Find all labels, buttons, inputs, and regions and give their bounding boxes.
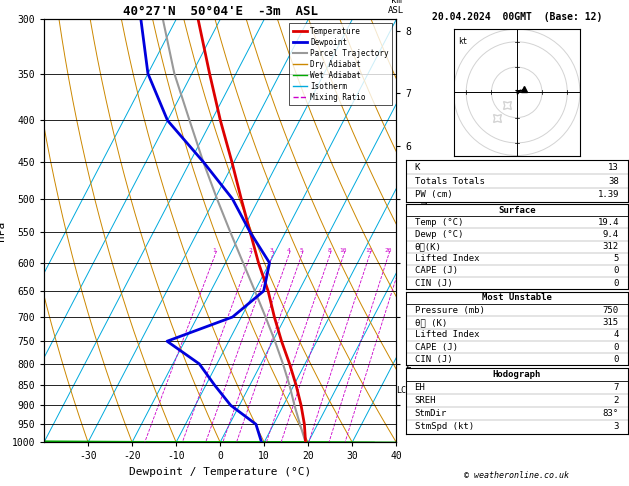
Text: StmSpd (kt): StmSpd (kt) bbox=[415, 422, 474, 432]
Text: Pressure (mb): Pressure (mb) bbox=[415, 306, 484, 314]
Text: 750: 750 bbox=[603, 306, 619, 314]
Text: km
ASL: km ASL bbox=[388, 0, 404, 15]
Text: 13: 13 bbox=[608, 163, 619, 172]
X-axis label: Dewpoint / Temperature (°C): Dewpoint / Temperature (°C) bbox=[129, 467, 311, 477]
Text: 0: 0 bbox=[613, 355, 619, 364]
Text: 1: 1 bbox=[213, 248, 216, 253]
Text: 15: 15 bbox=[365, 248, 372, 253]
Text: Dewp (°C): Dewp (°C) bbox=[415, 230, 463, 239]
Text: Most Unstable: Most Unstable bbox=[482, 293, 552, 302]
Text: 3: 3 bbox=[613, 422, 619, 432]
Text: 83°: 83° bbox=[603, 409, 619, 418]
Text: 25: 25 bbox=[399, 248, 407, 253]
Text: 312: 312 bbox=[603, 242, 619, 251]
Text: Lifted Index: Lifted Index bbox=[415, 330, 479, 339]
Y-axis label: hPa: hPa bbox=[0, 221, 6, 241]
Text: 3: 3 bbox=[270, 248, 274, 253]
Text: θᴄ (K): θᴄ (K) bbox=[415, 318, 447, 327]
Text: 5: 5 bbox=[613, 254, 619, 263]
Text: CIN (J): CIN (J) bbox=[415, 278, 452, 288]
Text: LCL: LCL bbox=[396, 386, 411, 395]
Text: SREH: SREH bbox=[415, 396, 436, 405]
Text: CIN (J): CIN (J) bbox=[415, 355, 452, 364]
Text: Totals Totals: Totals Totals bbox=[415, 176, 484, 186]
Text: CAPE (J): CAPE (J) bbox=[415, 266, 457, 276]
Text: 4: 4 bbox=[286, 248, 290, 253]
Text: 38: 38 bbox=[608, 176, 619, 186]
Text: 4: 4 bbox=[613, 330, 619, 339]
Text: kt: kt bbox=[459, 37, 468, 46]
Text: Temp (°C): Temp (°C) bbox=[415, 218, 463, 227]
Text: Surface: Surface bbox=[498, 206, 535, 215]
Text: StmDir: StmDir bbox=[415, 409, 447, 418]
Text: K: K bbox=[415, 163, 420, 172]
Text: 19.4: 19.4 bbox=[598, 218, 619, 227]
Text: 7: 7 bbox=[613, 383, 619, 392]
Text: 0: 0 bbox=[613, 266, 619, 276]
Text: θᴄ(K): θᴄ(K) bbox=[415, 242, 442, 251]
Text: PW (cm): PW (cm) bbox=[415, 191, 452, 199]
Title: 40°27'N  50°04'E  -3m  ASL: 40°27'N 50°04'E -3m ASL bbox=[123, 5, 318, 18]
Text: 8: 8 bbox=[327, 248, 331, 253]
Text: 20: 20 bbox=[384, 248, 392, 253]
Text: 2: 2 bbox=[248, 248, 252, 253]
Text: EH: EH bbox=[415, 383, 425, 392]
Text: Lifted Index: Lifted Index bbox=[415, 254, 479, 263]
Legend: Temperature, Dewpoint, Parcel Trajectory, Dry Adiabat, Wet Adiabat, Isotherm, Mi: Temperature, Dewpoint, Parcel Trajectory… bbox=[289, 23, 392, 105]
Text: 9.4: 9.4 bbox=[603, 230, 619, 239]
Text: © weatheronline.co.uk: © weatheronline.co.uk bbox=[464, 471, 569, 480]
Text: 20.04.2024  00GMT  (Base: 12): 20.04.2024 00GMT (Base: 12) bbox=[431, 12, 602, 22]
Text: 1.39: 1.39 bbox=[598, 191, 619, 199]
Text: 0: 0 bbox=[613, 278, 619, 288]
Text: 2: 2 bbox=[613, 396, 619, 405]
Text: Hodograph: Hodograph bbox=[493, 370, 541, 379]
Text: 315: 315 bbox=[603, 318, 619, 327]
Text: 10: 10 bbox=[339, 248, 347, 253]
Text: 5: 5 bbox=[299, 248, 303, 253]
Y-axis label: Mixing Ratio (g/kg): Mixing Ratio (g/kg) bbox=[418, 175, 428, 287]
Text: 0: 0 bbox=[613, 343, 619, 351]
Text: CAPE (J): CAPE (J) bbox=[415, 343, 457, 351]
